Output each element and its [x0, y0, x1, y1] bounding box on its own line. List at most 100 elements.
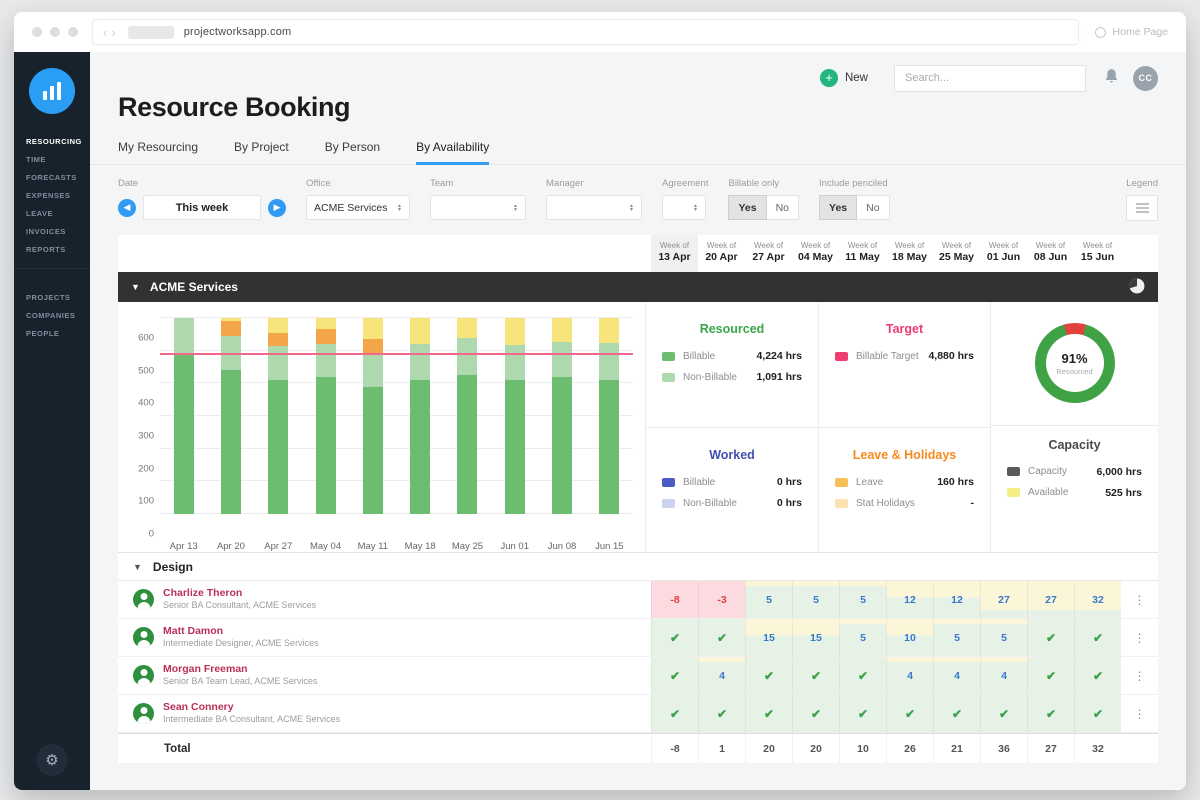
address-bar[interactable]: ‹ › projectworksapp.com — [92, 19, 1079, 45]
week-column-25-May[interactable]: Week of 25 May — [933, 235, 980, 272]
availability-cell-week-18-May[interactable]: 10 — [886, 619, 933, 656]
office-select[interactable]: ACME Services ▲ ▼ — [306, 195, 410, 220]
sidebar-item-invoices[interactable]: INVOICES — [26, 227, 66, 236]
availability-cell-week-11-May[interactable]: ✔ — [839, 657, 886, 694]
person-name[interactable]: Charlize Theron — [163, 587, 243, 600]
next-week-button[interactable]: ▶ — [268, 198, 286, 217]
availability-cell-week-18-May[interactable]: 12 — [886, 581, 933, 618]
availability-cell-week-20-Apr[interactable]: 4 — [698, 657, 745, 694]
back-icon[interactable]: ‹ — [103, 24, 108, 40]
week-column-18-May[interactable]: Week of 18 May — [886, 235, 933, 272]
availability-cell-week-15-Jun[interactable]: 32 — [1074, 581, 1121, 618]
tab-by-project[interactable]: By Project — [234, 140, 289, 154]
availability-cell-week-08-Jun[interactable]: ✔ — [1027, 657, 1074, 694]
week-column-01-Jun[interactable]: Week of 01 Jun — [980, 235, 1027, 272]
sidebar-item-forecasts[interactable]: FORECASTS — [26, 173, 77, 182]
manager-select[interactable]: ▲ ▼ — [546, 195, 642, 220]
url-text[interactable]: projectworksapp.com — [183, 26, 292, 38]
availability-cell-week-15-Jun[interactable]: ✔ — [1074, 619, 1121, 656]
availability-cell-week-04-May[interactable]: ✔ — [792, 695, 839, 732]
availability-cell-week-27-Apr[interactable]: ✔ — [745, 657, 792, 694]
forward-icon[interactable]: › — [111, 24, 116, 40]
availability-cell-week-11-May[interactable]: ✔ — [839, 695, 886, 732]
availability-cell-week-25-May[interactable]: 12 — [933, 581, 980, 618]
tab-by-availability[interactable]: By Availability — [416, 140, 490, 165]
bookmark-home[interactable]: Home Page — [1094, 26, 1168, 38]
group-header-design[interactable]: ▼ Design — [118, 552, 1158, 581]
sidebar-item-leave[interactable]: LEAVE — [26, 209, 53, 218]
row-menu-kebab-icon[interactable]: ⋮ — [1133, 706, 1146, 721]
availability-cell-week-25-May[interactable]: 5 — [933, 619, 980, 656]
availability-cell-week-20-Apr[interactable]: ✔ — [698, 695, 745, 732]
week-column-27-Apr[interactable]: Week of 27 Apr — [745, 235, 792, 272]
sidebar-item-companies[interactable]: COMPANIES — [26, 311, 76, 320]
availability-cell-week-18-May[interactable]: 4 — [886, 657, 933, 694]
availability-cell-week-27-Apr[interactable]: 5 — [745, 581, 792, 618]
availability-cell-week-15-Jun[interactable]: ✔ — [1074, 695, 1121, 732]
bell-icon[interactable] — [1104, 68, 1119, 89]
collapse-caret-icon[interactable]: ▼ — [133, 561, 142, 572]
availability-cell-week-25-May[interactable]: ✔ — [933, 695, 980, 732]
availability-cell-week-01-Jun[interactable]: ✔ — [980, 695, 1027, 732]
availability-cell-week-08-Jun[interactable]: ✔ — [1027, 695, 1074, 732]
availability-cell-week-11-May[interactable]: 5 — [839, 619, 886, 656]
team-select[interactable]: ▲ ▼ — [430, 195, 526, 220]
availability-cell-week-20-Apr[interactable]: -3 — [698, 581, 745, 618]
sidebar-item-people[interactable]: PEOPLE — [26, 329, 60, 338]
agreement-select[interactable]: ▲ ▼ — [662, 195, 706, 220]
availability-cell-week-27-Apr[interactable]: ✔ — [745, 695, 792, 732]
projectworks-logo[interactable] — [29, 68, 75, 114]
availability-cell-week-08-Jun[interactable]: 27 — [1027, 581, 1074, 618]
search-input[interactable] — [894, 64, 1086, 92]
row-menu-kebab-icon[interactable]: ⋮ — [1133, 668, 1146, 683]
availability-cell-week-27-Apr[interactable]: 15 — [745, 619, 792, 656]
collapse-caret-icon[interactable]: ▼ — [131, 282, 140, 292]
availability-cell-week-04-May[interactable]: 5 — [792, 581, 839, 618]
week-column-08-Jun[interactable]: Week of 08 Jun — [1027, 235, 1074, 272]
row-menu-kebab-icon[interactable]: ⋮ — [1133, 592, 1146, 607]
legend-button[interactable] — [1126, 195, 1158, 221]
sidebar-item-reports[interactable]: REPORTS — [26, 245, 66, 254]
availability-cell-week-04-May[interactable]: ✔ — [792, 657, 839, 694]
prev-week-button[interactable]: ◀ — [118, 198, 136, 217]
availability-cell-week-13-Apr[interactable]: -8 — [651, 581, 698, 618]
availability-cell-week-13-Apr[interactable]: ✔ — [651, 695, 698, 732]
row-menu-kebab-icon[interactable]: ⋮ — [1133, 630, 1146, 645]
availability-cell-week-01-Jun[interactable]: 4 — [980, 657, 1027, 694]
date-range-value[interactable]: This week — [143, 195, 261, 220]
sidebar-item-resourcing[interactable]: RESOURCING — [26, 137, 82, 146]
include-penciled-yes[interactable]: Yes — [819, 195, 858, 220]
group-header-acme-services[interactable]: ▼ ACME Services — [118, 272, 1158, 302]
user-avatar[interactable]: CC — [1133, 65, 1158, 91]
availability-cell-week-11-May[interactable]: 5 — [839, 581, 886, 618]
tab-by-person[interactable]: By Person — [324, 140, 381, 154]
window-controls[interactable] — [32, 27, 78, 37]
billable-only-yes[interactable]: Yes — [728, 195, 767, 220]
person-name[interactable]: Morgan Freeman — [163, 663, 248, 676]
sidebar-item-time[interactable]: TIME — [26, 155, 46, 164]
week-column-04-May[interactable]: Week of 04 May — [792, 235, 839, 272]
include-penciled-no[interactable]: No — [857, 195, 890, 220]
settings-gear-icon[interactable]: ⚙ — [36, 744, 68, 776]
availability-cell-week-01-Jun[interactable]: 5 — [980, 619, 1027, 656]
utilization-pie-icon[interactable] — [1129, 278, 1145, 297]
availability-cell-week-08-Jun[interactable]: ✔ — [1027, 619, 1074, 656]
week-column-13-Apr[interactable]: Week of 13 Apr — [651, 235, 698, 272]
sidebar-item-projects[interactable]: PROJECTS — [26, 293, 71, 302]
week-column-11-May[interactable]: Week of 11 May — [839, 235, 886, 272]
availability-cell-week-13-Apr[interactable]: ✔ — [651, 657, 698, 694]
new-button[interactable]: + New — [819, 69, 868, 87]
availability-cell-week-20-Apr[interactable]: ✔ — [698, 619, 745, 656]
person-name[interactable]: Matt Damon — [163, 625, 224, 638]
week-column-20-Apr[interactable]: Week of 20 Apr — [698, 235, 745, 272]
availability-cell-week-04-May[interactable]: 15 — [792, 619, 839, 656]
availability-cell-week-25-May[interactable]: 4 — [933, 657, 980, 694]
availability-cell-week-13-Apr[interactable]: ✔ — [651, 619, 698, 656]
availability-cell-week-01-Jun[interactable]: 27 — [980, 581, 1027, 618]
availability-cell-week-18-May[interactable]: ✔ — [886, 695, 933, 732]
billable-only-no[interactable]: No — [766, 195, 800, 220]
week-column-15-Jun[interactable]: Week of 15 Jun — [1074, 235, 1121, 272]
sidebar-item-expenses[interactable]: EXPENSES — [26, 191, 71, 200]
availability-cell-week-15-Jun[interactable]: ✔ — [1074, 657, 1121, 694]
person-name[interactable]: Sean Connery — [163, 701, 234, 714]
